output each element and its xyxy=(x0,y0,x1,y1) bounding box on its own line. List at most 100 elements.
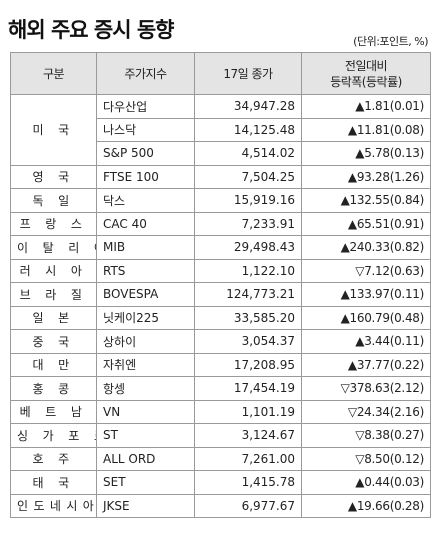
cell-country: 인도네시아 xyxy=(10,493,97,518)
table-row: 프 랑 스 CAC 40 7,233.91 ▲65.51(0.91) xyxy=(10,211,431,236)
cell-close: 33,585.20 xyxy=(194,305,302,330)
cell-change: ▲240.33(0.82) xyxy=(301,235,431,260)
header-index: 주가지수 xyxy=(96,52,195,95)
cell-index: ALL ORD xyxy=(96,446,195,471)
table-row: 인도네시아 JKSE 6,977.67 ▲19.66(0.28) xyxy=(10,493,431,518)
cell-close: 4,514.02 xyxy=(194,141,302,166)
cell-close: 1,101.19 xyxy=(194,399,302,424)
country-label: 러 시 아 xyxy=(19,264,88,279)
market-table: 구분 주가지수 17일 종가 전일대비 등락폭(등락률) 미 국 다우산업 34,9… xyxy=(10,52,431,518)
cell-index: BOVESPA xyxy=(96,282,195,307)
cell-index: 닛케이225 xyxy=(96,305,195,330)
cell-close: 17,454.19 xyxy=(194,376,302,401)
header-change-line1: 전일대비 xyxy=(344,58,388,73)
cell-index: VN xyxy=(96,399,195,424)
cell-change: ▽8.38(0.27) xyxy=(301,423,431,448)
cell-country: 영 국 xyxy=(10,164,97,189)
cell-close: 14,125.48 xyxy=(194,117,302,142)
cell-index: 자취엔 xyxy=(96,352,195,377)
cell-index: ST xyxy=(96,423,195,448)
table-row: 브 라 질 BOVESPA 124,773.21 ▲133.97(0.11) xyxy=(10,282,431,307)
cell-change: ▲133.97(0.11) xyxy=(301,282,431,307)
cell-country: 러 시 아 xyxy=(10,258,97,283)
cell-index: MIB xyxy=(96,235,195,260)
cell-index: 상하이 xyxy=(96,329,195,354)
country-label: 프 랑 스 xyxy=(19,217,88,232)
cell-change: ▲1.81(0.01) xyxy=(301,94,431,119)
country-label: 태 국 xyxy=(32,475,75,490)
table-row: 영 국 FTSE 100 7,504.25 ▲93.28(1.26) xyxy=(10,164,431,189)
cell-close: 17,208.95 xyxy=(194,352,302,377)
country-label: 브 라 질 xyxy=(19,287,88,302)
cell-close: 124,773.21 xyxy=(194,282,302,307)
country-label: 인도네시아 xyxy=(17,499,97,514)
cell-close: 34,947.28 xyxy=(194,94,302,119)
table-header: 구분 주가지수 17일 종가 전일대비 등락폭(등락률) xyxy=(10,52,431,95)
cell-index: 닥스 xyxy=(96,188,195,213)
cell-change: ▲132.55(0.84) xyxy=(301,188,431,213)
country-label: 대 만 xyxy=(32,358,75,373)
cell-country: 중 국 xyxy=(10,329,97,354)
header-close: 17일 종가 xyxy=(194,52,302,95)
cell-change: ▲3.44(0.11) xyxy=(301,329,431,354)
cell-close: 29,498.43 xyxy=(194,235,302,260)
country-label: 호 주 xyxy=(32,452,75,467)
country-label: 중 국 xyxy=(32,334,75,349)
page-title: 해외 주요 증시 동향 xyxy=(8,18,174,42)
country-label: 영 국 xyxy=(32,170,75,185)
table-row: 미 국 다우산업 34,947.28 ▲1.81(0.01) xyxy=(10,94,431,166)
cell-country: 일 본 xyxy=(10,305,97,330)
cell-close: 15,919.16 xyxy=(194,188,302,213)
country-label: 싱 가 포 르 xyxy=(17,428,96,443)
table-row: 홍 콩 항셍 17,454.19 ▽378.63(2.12) xyxy=(10,376,431,401)
cell-country: 미 국 xyxy=(10,94,97,166)
table-row: 베 트 남 VN 1,101.19 ▽24.34(2.16) xyxy=(10,399,431,424)
cell-close: 3,054.37 xyxy=(194,329,302,354)
cell-change: ▲11.81(0.08) xyxy=(301,117,431,142)
table-row: 대 만 자취엔 17,208.95 ▲37.77(0.22) xyxy=(10,352,431,377)
cell-change: ▽24.34(2.16) xyxy=(301,399,431,424)
cell-change: ▲160.79(0.48) xyxy=(301,305,431,330)
cell-country: 프 랑 스 xyxy=(10,211,97,236)
cell-change: ▽7.12(0.63) xyxy=(301,258,431,283)
country-label: 미 국 xyxy=(32,123,75,138)
country-label: 이 탈 리 아 xyxy=(17,240,96,255)
cell-index: 나스닥 xyxy=(96,117,195,142)
cell-change: ▲93.28(1.26) xyxy=(301,164,431,189)
unit-note: (단위:포인트, %) xyxy=(353,35,428,48)
cell-change: ▲0.44(0.03) xyxy=(301,470,431,495)
table-row: 나스닥 14,125.48 ▲11.81(0.08) xyxy=(11,117,431,142)
cell-change: ▲37.77(0.22) xyxy=(301,352,431,377)
cell-close: 6,977.67 xyxy=(194,493,302,518)
country-label: 베 트 남 xyxy=(19,405,88,420)
header-region: 구분 xyxy=(10,52,97,95)
table-row: 호 주 ALL ORD 7,261.00 ▽8.50(0.12) xyxy=(10,446,431,471)
country-label: 일 본 xyxy=(32,311,75,326)
cell-country: 베 트 남 xyxy=(10,399,97,424)
table-row: 러 시 아 RTS 1,122.10 ▽7.12(0.63) xyxy=(10,258,431,283)
header-change: 전일대비 등락폭(등락률) xyxy=(301,52,431,95)
cell-country: 싱 가 포 르 xyxy=(10,423,97,448)
cell-country: 브 라 질 xyxy=(10,282,97,307)
cell-index: SET xyxy=(96,470,195,495)
cell-close: 7,261.00 xyxy=(194,446,302,471)
cell-index: JKSE xyxy=(96,493,195,518)
cell-change: ▲5.78(0.13) xyxy=(301,141,431,166)
country-label: 독 일 xyxy=(32,193,75,208)
table-row: 태 국 SET 1,415.78 ▲0.44(0.03) xyxy=(10,470,431,495)
table-row: S&P 500 4,514.02 ▲5.78(0.13) xyxy=(11,141,431,166)
cell-country: 호 주 xyxy=(10,446,97,471)
cell-change: ▽8.50(0.12) xyxy=(301,446,431,471)
cell-change: ▲19.66(0.28) xyxy=(301,493,431,518)
table-body: 미 국 다우산업 34,947.28 ▲1.81(0.01) 나스닥 14,125.48 ▲… xyxy=(10,94,431,518)
cell-index: 항셍 xyxy=(96,376,195,401)
cell-close: 1,415.78 xyxy=(194,470,302,495)
table-row: 중 국 상하이 3,054.37 ▲3.44(0.11) xyxy=(10,329,431,354)
cell-index: 다우산업 xyxy=(96,94,195,119)
table-row: 싱 가 포 르ST3,124.67▽8.38(0.27) xyxy=(10,423,431,448)
header-change-line2: 등락폭(등락률) xyxy=(330,74,402,89)
cell-index: CAC 40 xyxy=(96,211,195,236)
table-row: 독 일 닥스 15,919.16 ▲132.55(0.84) xyxy=(10,188,431,213)
cell-close: 7,504.25 xyxy=(194,164,302,189)
cell-change: ▽378.63(2.12) xyxy=(301,376,431,401)
